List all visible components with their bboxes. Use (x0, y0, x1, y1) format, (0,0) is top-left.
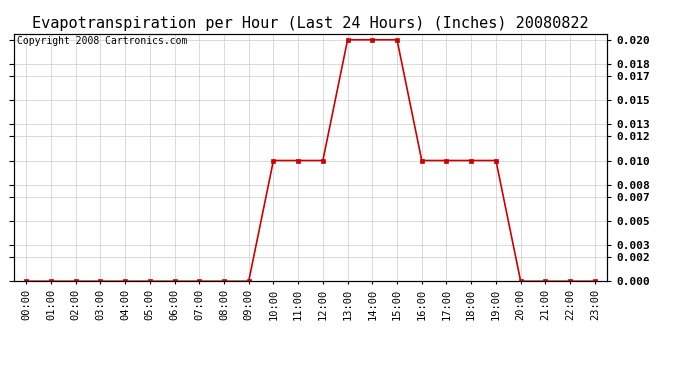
Title: Evapotranspiration per Hour (Last 24 Hours) (Inches) 20080822: Evapotranspiration per Hour (Last 24 Hou… (32, 16, 589, 31)
Text: Copyright 2008 Cartronics.com: Copyright 2008 Cartronics.com (17, 36, 187, 46)
